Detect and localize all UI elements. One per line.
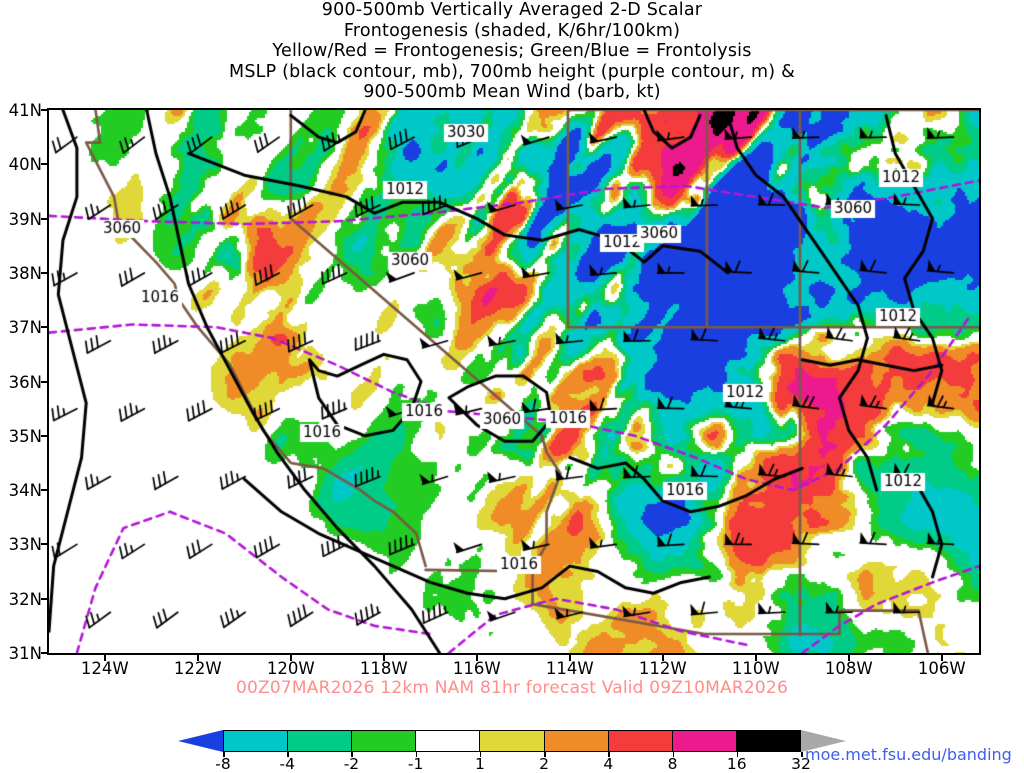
- x-axis-label: 108W: [824, 659, 873, 678]
- colorbar-tick: [672, 752, 675, 757]
- colorbar-tick-label: 2: [539, 755, 550, 773]
- y-axis-tick: [41, 489, 47, 492]
- map-plot-area[interactable]: [47, 108, 981, 655]
- x-axis-tick: [475, 655, 478, 661]
- colorbar-tick-label: -4: [279, 755, 295, 773]
- chart-title-block: 900-500mb Vertically Averaged 2-D Scalar…: [0, 0, 1024, 103]
- colorbar-segment-6: [608, 731, 673, 751]
- colorbar-segments: [223, 730, 801, 752]
- y-axis-label: 38N: [8, 263, 42, 283]
- title-line-4: MSLP (black contour, mb), 700mb height (…: [229, 61, 795, 82]
- colorbar-over-arrow: [801, 730, 846, 752]
- x-axis-tick: [103, 655, 106, 661]
- y-axis-tick: [41, 109, 47, 111]
- colorbar: -8 -4 -2 -1 1 2 4 8 16 32: [178, 730, 846, 773]
- y-axis-tick: [41, 326, 47, 329]
- colorbar-segment-4: [480, 731, 545, 751]
- colorbar-tick-label: 4: [603, 755, 614, 773]
- colorbar-tick: [351, 752, 353, 757]
- colorbar-tick: [801, 752, 803, 757]
- colorbar-tick: [415, 752, 418, 757]
- colorbar-tick-label: -8: [215, 755, 231, 773]
- colorbar-tick: [479, 752, 482, 757]
- y-axis-tick: [41, 163, 47, 166]
- site-watermark: moe.met.fsu.edu/banding: [805, 745, 1012, 764]
- colorbar-segment-7: [672, 731, 737, 751]
- x-axis-tick: [568, 655, 571, 661]
- colorbar-tick: [287, 752, 289, 757]
- colorbar-tick-label: 16: [726, 755, 747, 773]
- y-axis-label: 41N: [8, 101, 42, 120]
- y-axis-label: 39N: [8, 209, 42, 229]
- x-axis-tick: [196, 655, 199, 661]
- y-axis-label: 37N: [8, 318, 42, 338]
- x-axis-label: 112W: [638, 659, 687, 678]
- colorbar-segment-2: [352, 731, 417, 751]
- y-axis-tick: [41, 217, 47, 220]
- y-axis-tick: [41, 380, 47, 383]
- x-axis-label: 124W: [80, 659, 129, 678]
- colorbar-segment-5: [544, 731, 609, 751]
- colorbar-tick: [223, 752, 225, 757]
- y-axis-tick: [41, 434, 47, 437]
- y-axis-label: 34N: [8, 481, 42, 501]
- forecast-caption: 00Z07MAR2026 12km NAM 81hr forecast Vali…: [236, 678, 788, 698]
- x-axis-label: 120W: [266, 659, 315, 678]
- x-axis-tick: [754, 655, 757, 661]
- colorbar-under-arrow: [178, 730, 223, 752]
- title-line-1: 900-500mb Vertically Averaged 2-D Scalar: [321, 0, 703, 20]
- y-axis-label: 31N: [8, 644, 42, 663]
- y-axis-label: 36N: [8, 372, 42, 392]
- colorbar-tick-label: 1: [474, 755, 485, 773]
- x-axis-label: 122W: [173, 659, 222, 678]
- x-axis-tick: [661, 655, 664, 661]
- y-axis-tick: [41, 543, 47, 546]
- colorbar-segment-8: [736, 731, 800, 751]
- y-axis-tick: [41, 271, 47, 274]
- y-axis-label: 33N: [8, 535, 42, 555]
- y-axis-label: 40N: [8, 155, 42, 175]
- colorbar-segment-3: [416, 731, 481, 751]
- frontogenesis-shaded-field: [49, 110, 979, 653]
- title-line-3: Yellow/Red = Frontogenesis; Green/Blue =…: [272, 41, 752, 61]
- colorbar-tick-label: 8: [667, 755, 678, 773]
- y-axis-label: 35N: [8, 426, 42, 446]
- x-axis-label: 110W: [731, 659, 780, 678]
- x-axis-tick: [289, 655, 292, 661]
- x-axis-tick: [847, 655, 850, 661]
- colorbar-tick: [736, 752, 739, 757]
- colorbar-tick: [544, 752, 546, 757]
- title-line-5: 900-500mb Mean Wind (barb, kt): [363, 82, 661, 102]
- x-axis-tick: [382, 655, 385, 661]
- colorbar-tick-label: -2: [343, 755, 360, 773]
- x-axis-tick: [940, 655, 943, 661]
- y-axis-tick: [41, 597, 47, 600]
- y-axis-label: 32N: [8, 589, 42, 609]
- colorbar-segment-0: [224, 731, 289, 751]
- x-axis-label: 114W: [545, 659, 594, 678]
- x-axis-label: 106W: [917, 659, 966, 678]
- colorbar-segment-1: [288, 731, 353, 751]
- title-line-2: Frontogenesis (shaded, K/6hr/100km): [343, 20, 681, 41]
- y-axis-tick: [41, 652, 47, 654]
- x-axis-label: 116W: [452, 659, 501, 678]
- colorbar-tick-label: -1: [407, 755, 424, 773]
- x-axis-label: 118W: [359, 659, 408, 678]
- colorbar-tick: [608, 752, 610, 757]
